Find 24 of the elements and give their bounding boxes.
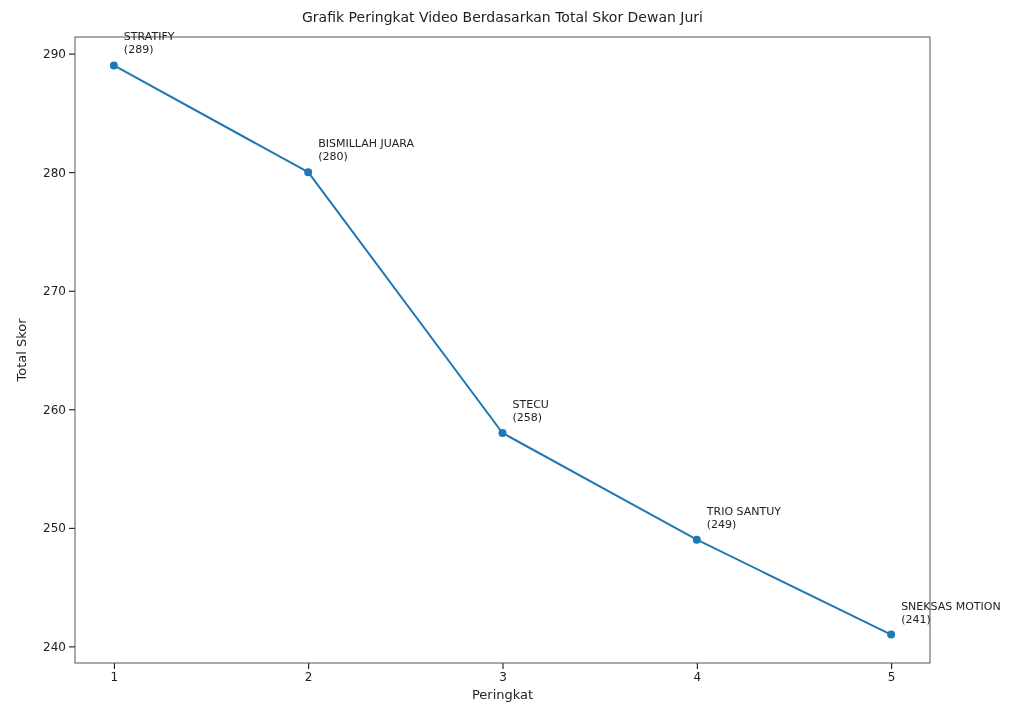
annotation: STECU (258) xyxy=(512,397,549,424)
x-tick-label: 3 xyxy=(499,669,507,684)
point xyxy=(109,61,118,70)
point xyxy=(887,630,896,639)
annotation: TRIO SANTUY (249) xyxy=(705,504,782,531)
y-tick-label: 240 xyxy=(43,639,66,654)
y-tick-label: 270 xyxy=(43,284,66,299)
point xyxy=(304,168,313,177)
annotation: BISMILLAH JUARA (280) xyxy=(318,137,415,164)
point xyxy=(498,429,507,437)
chart-title: Grafik Peringkat Video Berdasarkan Total Skor Dewan Juri xyxy=(302,9,703,25)
y-tick-label: 290 xyxy=(43,46,66,61)
point xyxy=(692,535,701,544)
x-tick-label: 2 xyxy=(304,669,313,684)
x-tick-label: 1 xyxy=(110,669,119,684)
x-axis-title: Peringkat xyxy=(471,687,534,702)
annotation: SNEKSAS MOTION (241) xyxy=(901,599,1001,626)
y-tick-label: 260 xyxy=(43,402,66,417)
y-axis-title: Total Skor xyxy=(14,317,29,383)
x-tick-label: 5 xyxy=(887,669,896,684)
y-tick-label: 280 xyxy=(43,165,66,180)
annotation: STRATIFY (289) xyxy=(123,30,175,57)
x-tick-label: 4 xyxy=(693,669,702,684)
y-tick-label: 250 xyxy=(43,521,66,536)
